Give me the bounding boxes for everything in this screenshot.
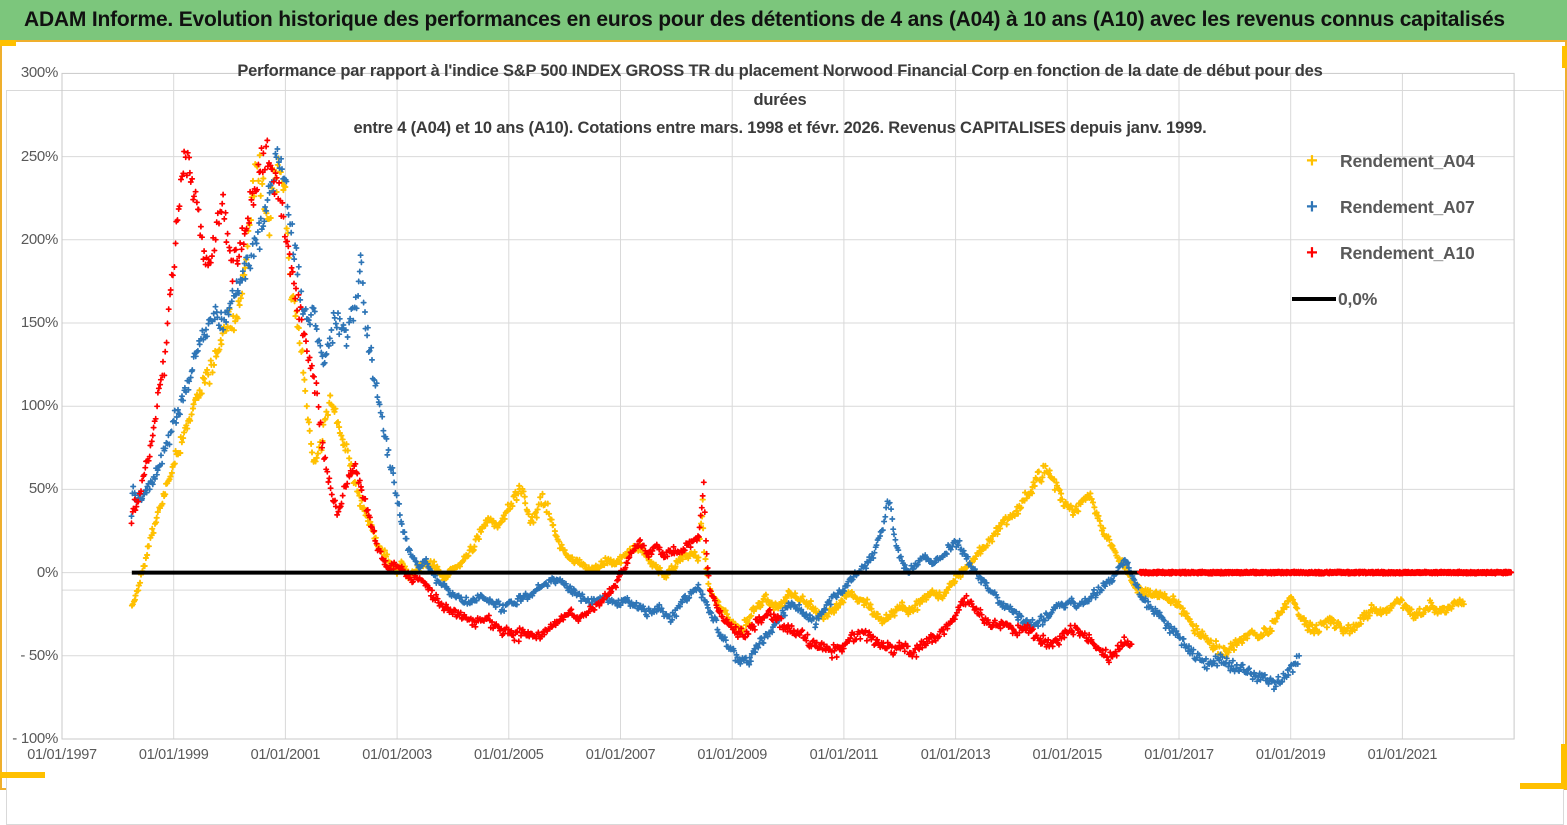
legend-item-rendement-a07[interactable]: + Rendement_A07 [1296, 194, 1475, 220]
selection-handle-top-left [0, 40, 16, 46]
x-axis-tick-label: 01/01/2013 [920, 747, 991, 763]
legend-label: 0,0% [1338, 288, 1378, 309]
x-axis-tick-label: 01/01/2011 [809, 747, 879, 763]
chart-title-line3: entre 4 (A04) et 10 ans (A10). Cotations… [353, 119, 1207, 137]
x-axis-tick-label: 01/01/2021 [1367, 747, 1438, 763]
selection-handle-bottom-left [0, 772, 45, 778]
x-axis-tick-label: 01/01/2017 [1144, 747, 1214, 763]
x-axis-tick-label: 01/01/2007 [585, 747, 656, 763]
x-axis-tick-label: 01/01/2001 [250, 747, 321, 763]
legend-label: Rendement_A07 [1340, 196, 1475, 217]
y-axis-tick-label: 100% [20, 397, 58, 415]
x-axis-tick-label: 01/01/2003 [362, 747, 432, 763]
chart-title: Performance par rapport à l'indice S&P 5… [165, 57, 1395, 143]
x-axis-tick-label: 01/01/2005 [474, 747, 544, 763]
plus-marker-icon: + [1306, 150, 1318, 172]
y-axis-tick-label: - 50% [20, 646, 58, 664]
header-bar: ADAM Informe. Evolution historique des p… [0, 0, 1567, 40]
legend-label: Rendement_A10 [1340, 242, 1475, 263]
y-axis-tick-label: 150% [20, 314, 58, 331]
zero-line-icon [1292, 297, 1336, 301]
x-axis-tick-label: 01/01/2019 [1255, 747, 1326, 763]
x-axis-tick-label: 01/01/1999 [138, 747, 209, 763]
selection-handle-top-right-v [1562, 46, 1567, 68]
page-title: ADAM Informe. Evolution historique des p… [24, 8, 1505, 31]
y-axis-tick-label: 0% [36, 563, 58, 581]
legend-item-rendement-a10[interactable]: + Rendement_A10 [1296, 240, 1475, 266]
x-axis-tick-label: 01/01/2015 [1032, 747, 1103, 763]
selection-handle-bottom-right-v [1561, 744, 1567, 789]
chart-title-line2: durées [753, 90, 807, 109]
y-axis-tick-label: 250% [20, 147, 58, 165]
y-axis-tick-label: 200% [20, 230, 58, 248]
chart-title-line1: Performance par rapport à l'indice S&P 5… [237, 62, 1323, 80]
selection-handle-bottom-right-h [1520, 783, 1567, 789]
plus-marker-icon: + [1306, 196, 1318, 218]
plus-marker-icon: + [1306, 242, 1318, 264]
x-axis-tick-label: 01/01/2009 [697, 747, 767, 763]
legend-item-zero-line[interactable]: 0,0% [1292, 286, 1377, 312]
y-axis-tick-label: 50% [28, 480, 58, 498]
legend-label: Rendement_A04 [1340, 150, 1475, 171]
x-axis-tick-label: 01/01/1997 [27, 747, 97, 763]
y-axis-tick-label: - 100% [12, 730, 58, 747]
legend-item-rendement-a04[interactable]: + Rendement_A04 [1296, 148, 1475, 174]
y-axis-tick-label: 300% [20, 64, 58, 82]
